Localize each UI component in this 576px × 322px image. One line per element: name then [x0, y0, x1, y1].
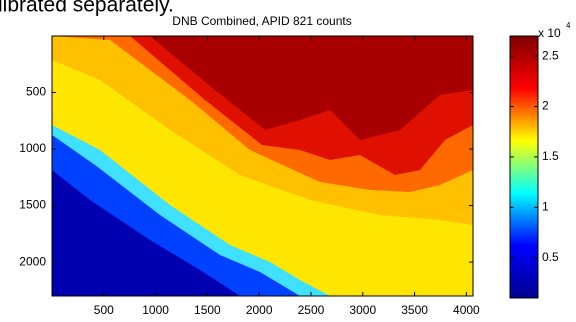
- y-tick-label: 500: [26, 85, 46, 99]
- colorbar-exponent: 4: [566, 21, 571, 30]
- colorbar-tick-label: 2.5: [542, 48, 559, 62]
- x-tick-label: 4000: [453, 303, 480, 317]
- plot-frame: [51, 35, 474, 297]
- colorbar-tick-label: 1: [542, 199, 549, 213]
- chart-title: DNB Combined, APID 821 counts: [172, 14, 351, 28]
- x-tick-label: 1000: [142, 303, 169, 317]
- x-tick-label: 1500: [194, 303, 221, 317]
- y-tick-label: 1000: [19, 141, 46, 155]
- colorbar: [509, 35, 539, 299]
- x-tick-label: 3000: [349, 303, 376, 317]
- colorbar-tick-label: 0.5: [542, 250, 559, 264]
- x-tick-label: 2500: [298, 303, 325, 317]
- y-tick-label: 1500: [19, 198, 46, 212]
- x-tick-label: 500: [94, 303, 114, 317]
- y-tick-label: 2000: [19, 254, 46, 268]
- header-fragment: librated separately.: [0, 0, 174, 17]
- colorbar-multiplier: x 10: [538, 26, 561, 40]
- heatmap-image: [52, 36, 473, 296]
- x-tick-label: 3500: [401, 303, 428, 317]
- colorbar-tick-label: 1.5: [542, 149, 559, 163]
- colorbar-tick-label: 2: [542, 99, 549, 113]
- x-tick-label: 2000: [246, 303, 273, 317]
